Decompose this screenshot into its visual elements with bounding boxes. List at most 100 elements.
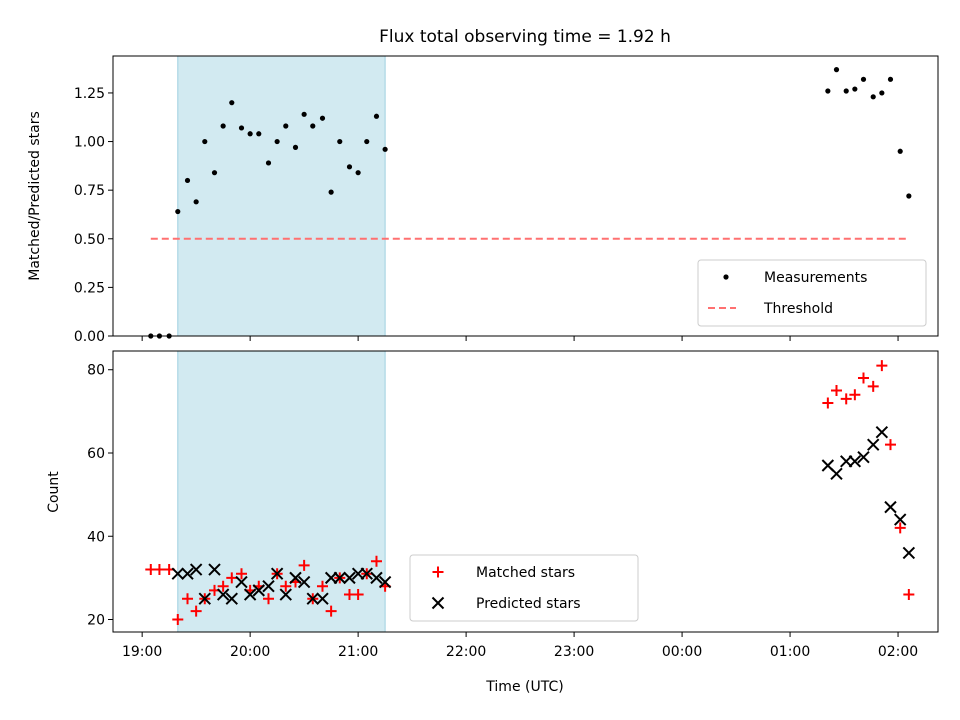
predicted-stars-point	[289, 571, 302, 585]
y-tick-label: 1.00	[74, 135, 105, 151]
y-tick-label: 0.75	[74, 183, 105, 199]
matched-stars-point	[172, 614, 184, 626]
predicted-stars-point	[893, 513, 907, 526]
matched-stars-point	[876, 360, 888, 372]
y-tick-label: 60	[87, 446, 105, 462]
matched-stars-point	[822, 397, 834, 409]
matched-stars-point	[830, 385, 842, 397]
measurements-point	[274, 138, 280, 145]
predicted-stars-point	[208, 563, 221, 576]
predicted-stars-point	[252, 584, 265, 597]
measurements-point	[337, 138, 343, 145]
count-panel: 20 40 60 80 19:00 20:00 21:00 22:00 23:00 00:00 01…	[87, 350, 939, 660]
measurements-point	[382, 146, 388, 152]
legend: Measurements Threshold	[697, 259, 927, 327]
predicted-stars-point	[360, 567, 373, 580]
matched-stars-point	[370, 555, 382, 567]
measurements-point	[247, 131, 253, 137]
measurements-point	[860, 76, 867, 82]
axes-frame	[112, 350, 939, 633]
predicted-stars-point	[297, 575, 311, 589]
predicted-stars-point	[333, 571, 346, 585]
matched-stars-point	[325, 605, 337, 617]
y-tick-label: 1.25	[74, 86, 105, 102]
predicted-stars-point	[848, 455, 862, 468]
predicted-stars-point	[378, 575, 392, 589]
x-tick-label: 00:00	[662, 644, 702, 660]
legend-label: Measurements	[764, 270, 867, 286]
measurements-point	[906, 193, 912, 199]
measurements-point	[843, 88, 849, 94]
measurements-point	[229, 100, 235, 106]
x-tick-label: 20:00	[230, 644, 270, 660]
legend-entry: Predicted stars	[431, 596, 581, 612]
measurements-point	[175, 208, 181, 215]
y-tick-label: 0.25	[74, 280, 105, 296]
matched-stars-point	[280, 580, 292, 592]
measurements-point	[825, 88, 831, 94]
matched-stars-point	[217, 580, 229, 592]
y-tick-label: 80	[87, 363, 105, 379]
measurements-point	[292, 144, 299, 150]
matched-stars-point	[226, 572, 238, 584]
predicted-stars-point	[875, 425, 889, 439]
predicted-stars-point	[181, 567, 194, 580]
legend-entry: Threshold	[708, 301, 833, 317]
x-tick-label: 01:00	[770, 644, 810, 660]
predicted-stars-point	[262, 579, 275, 593]
measurements-point	[301, 111, 307, 117]
measurements-point	[211, 170, 218, 176]
ratio-panel: 0.00 0.25 0.50 0.75 1.00 1.25 Measurements Thre…	[74, 55, 939, 345]
predicted-stars-point	[316, 592, 329, 605]
predicted-stars-point	[198, 592, 211, 605]
matched-stars-point	[182, 593, 194, 605]
measurements-point	[373, 113, 380, 119]
matched-stars-point	[894, 522, 906, 534]
matched-stars-point	[352, 589, 364, 601]
y-tick-label: 0.00	[74, 329, 105, 345]
predicted-stars-point	[279, 588, 292, 601]
measurements-point	[184, 177, 191, 184]
predicted-stars-point	[370, 571, 383, 585]
measurements-point	[193, 199, 199, 205]
matched-stars-point	[262, 593, 274, 605]
matched-stars-point	[884, 439, 896, 451]
measurements-point	[220, 123, 226, 129]
count-ylabel: Count	[46, 471, 62, 513]
legend-swatch	[431, 596, 445, 610]
measurements-point	[283, 123, 289, 129]
measurements-point	[852, 86, 858, 92]
predicted-stars-point	[857, 450, 870, 464]
x-tick-label: 21:00	[338, 644, 378, 660]
observing-window-span	[177, 350, 386, 633]
predicted-stars-point	[243, 588, 257, 601]
matched-stars-point	[236, 568, 248, 580]
matched-stars-point	[190, 605, 202, 617]
measurements-point	[256, 131, 262, 137]
y-tick-label: 20	[87, 613, 105, 629]
axes-frame	[112, 55, 939, 337]
measurements-point	[355, 170, 361, 176]
y-tick-label: 0.50	[74, 232, 105, 248]
measurements-point	[346, 164, 353, 170]
x-tick-label: 19:00	[122, 644, 162, 660]
legend-entry: Matched stars	[432, 565, 575, 581]
measurements-point	[897, 148, 903, 154]
measurements-point	[364, 138, 370, 145]
ratio-ylabel: Matched/Predicted stars	[27, 111, 43, 281]
measurements-point	[870, 94, 876, 100]
legend-label: Predicted stars	[476, 596, 581, 612]
matched-stars-point	[840, 393, 852, 405]
measurements-point	[328, 189, 334, 195]
measurements-point	[265, 160, 272, 166]
measurements-point	[310, 123, 316, 129]
matched-stars-point	[857, 372, 869, 384]
measurements-point	[319, 115, 326, 121]
predicted-stars-point	[884, 500, 897, 514]
legend-box	[697, 259, 927, 327]
predicted-stars-point	[830, 467, 843, 481]
predicted-stars-point	[902, 546, 916, 560]
predicted-stars-point	[306, 592, 319, 605]
matched-stars-point	[849, 389, 861, 401]
legend-swatch	[723, 274, 729, 280]
